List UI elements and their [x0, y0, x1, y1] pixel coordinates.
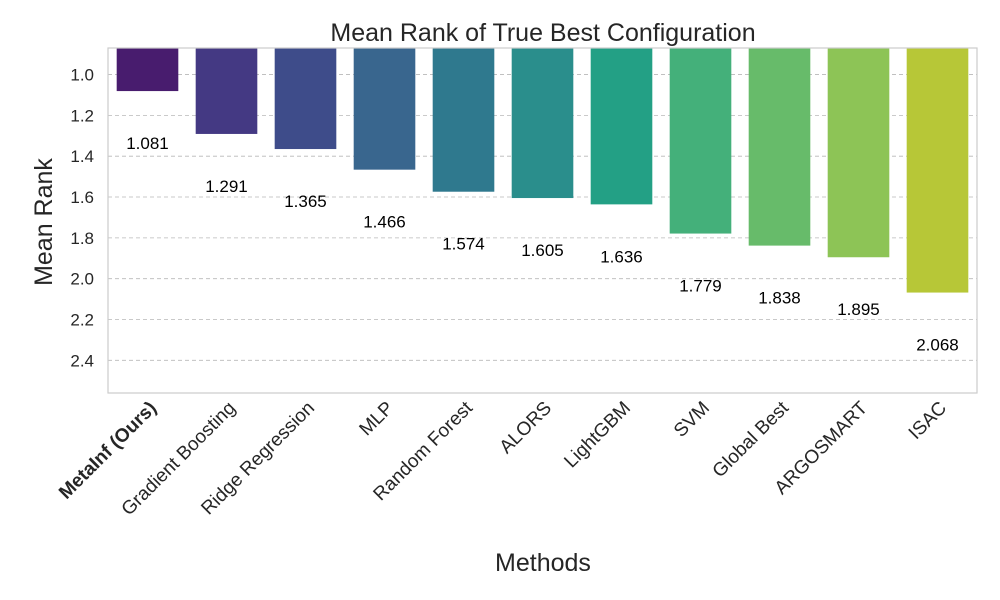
value-label: 1.291	[205, 177, 248, 196]
y-axis-label: Mean Rank	[30, 158, 58, 286]
y-tick-label: 1.0	[70, 66, 94, 85]
category-label: SVM	[670, 398, 714, 442]
category-label: ISAC	[905, 398, 951, 444]
y-tick-label: 2.2	[70, 311, 94, 330]
value-label: 1.574	[442, 235, 485, 254]
chart-title: Mean Rank of True Best Configuration	[330, 19, 755, 47]
bar	[748, 48, 811, 246]
category-label: Global Best	[709, 397, 794, 482]
y-tick-label: 2.4	[70, 351, 94, 370]
category-label: MLP	[356, 398, 398, 440]
bar	[432, 48, 495, 192]
bar	[906, 48, 969, 293]
value-label: 1.466	[363, 213, 406, 232]
bar	[511, 48, 574, 199]
bars	[116, 48, 969, 293]
y-tick-label: 1.4	[70, 147, 94, 166]
value-label: 2.068	[916, 336, 959, 355]
value-label: 1.895	[837, 300, 880, 319]
value-labels: 1.081 1.291 1.365 1.466 1.574 1.605 1.636 1.779…	[126, 134, 959, 354]
value-label: 1.081	[126, 134, 169, 153]
value-label: 1.838	[758, 289, 801, 308]
category-label: LightGBM	[560, 398, 635, 473]
value-label: 1.605	[521, 241, 564, 260]
bar	[195, 48, 258, 134]
category-label: ALORS	[496, 398, 556, 458]
value-label: 1.779	[679, 277, 722, 296]
bar	[116, 48, 179, 92]
y-tick-label: 1.2	[70, 106, 94, 125]
x-axis-label: Methods	[495, 549, 591, 577]
bar	[669, 48, 732, 234]
y-tick-labels: 1.0 1.2 1.4 1.6 1.8 2.0 2.2 2.4	[70, 66, 94, 371]
value-label: 1.636	[600, 247, 643, 266]
plot-frame	[107, 47, 978, 394]
y-tick-label: 2.0	[70, 270, 94, 289]
value-label: 1.365	[284, 192, 327, 211]
y-tick-label: 1.6	[70, 188, 94, 207]
bar	[274, 48, 337, 150]
bar	[827, 48, 890, 258]
bar	[353, 48, 416, 170]
bar	[590, 48, 653, 205]
y-tick-label: 1.8	[70, 229, 94, 248]
